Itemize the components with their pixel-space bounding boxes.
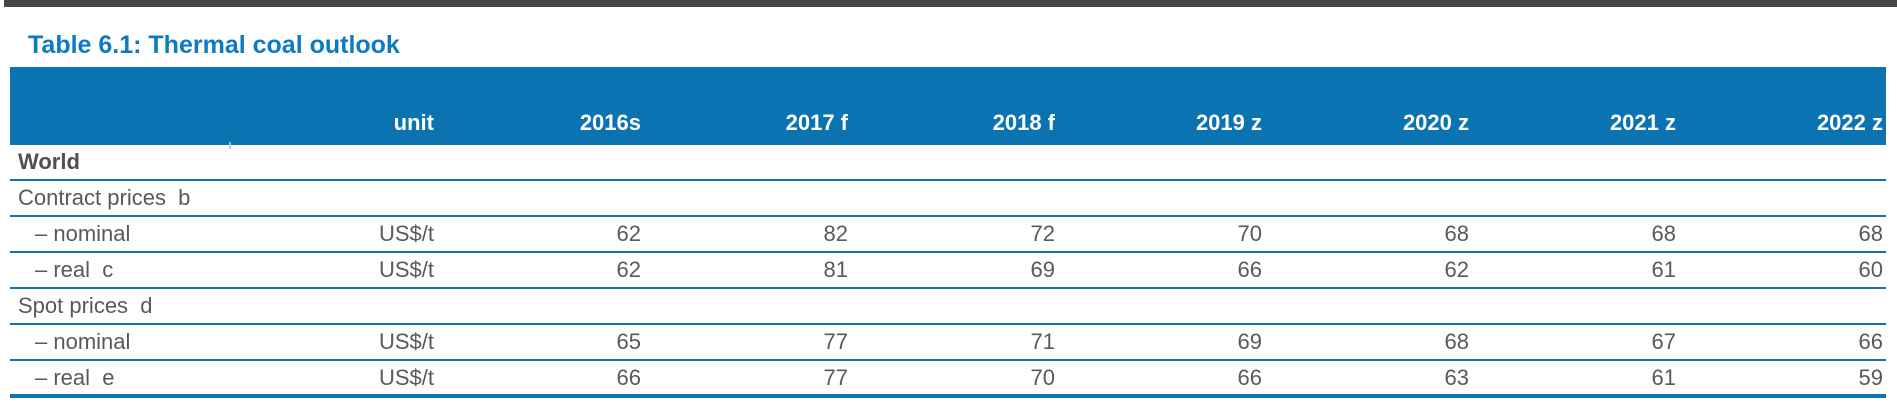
header-cell-2018f: 2018 f <box>992 110 1055 135</box>
table-row-spot-prices: Spot prices d <box>10 289 1886 325</box>
table-row-spot-nominal: – nominal US$/t 65 77 71 69 68 67 66 <box>10 325 1886 361</box>
value-cell: 65 <box>616 329 641 354</box>
value-cell: 61 <box>1651 257 1676 282</box>
unit-cell: US$/t <box>378 221 434 246</box>
value-cell: 71 <box>1030 329 1055 354</box>
value-cell: 62 <box>616 257 641 282</box>
value-cell: 68 <box>1858 221 1883 246</box>
table-row-contract-real: – real c US$/t 62 81 69 66 62 61 60 <box>10 253 1886 289</box>
value-cell: 62 <box>616 221 641 246</box>
value-cell: 66 <box>616 364 641 390</box>
unit-cell: US$/t <box>378 364 434 390</box>
column-tick <box>229 142 231 149</box>
value-cell: 62 <box>1444 257 1469 282</box>
value-cell: 69 <box>1030 257 1055 282</box>
header-cell-2016s: 2016s <box>579 110 641 135</box>
table-row-contract-prices: Contract prices b <box>10 181 1886 217</box>
value-cell: 70 <box>1237 221 1262 246</box>
page-title: Table 6.1: Thermal coal outlook <box>28 31 400 59</box>
row-label: – nominal <box>35 329 131 354</box>
value-cell: 66 <box>1237 364 1262 390</box>
value-cell: 67 <box>1651 329 1676 354</box>
value-cell: 70 <box>1030 364 1055 390</box>
header-cell-label <box>10 136 231 149</box>
row-label: – real c <box>35 257 114 282</box>
window-top-strip <box>4 0 1897 7</box>
value-cell: 68 <box>1444 221 1469 246</box>
table-row-contract-nominal: – nominal US$/t 62 82 72 70 68 68 68 <box>10 217 1886 253</box>
value-cell: 77 <box>823 329 848 354</box>
value-cell: 61 <box>1651 364 1676 390</box>
value-cell: 69 <box>1237 329 1262 354</box>
value-cell: 66 <box>1237 257 1262 282</box>
header-cell-unit: unit <box>393 110 434 135</box>
header-cell-2019z: 2019 z <box>1195 110 1262 135</box>
header-cell-2022z: 2022 z <box>1816 110 1883 135</box>
value-cell: 60 <box>1858 257 1883 282</box>
table-row-world: World <box>10 145 1886 181</box>
row-label: World <box>18 149 80 174</box>
value-cell: 68 <box>1651 221 1676 246</box>
row-label: Spot prices d <box>18 293 153 318</box>
row-label: Contract prices b <box>18 185 191 210</box>
value-cell: 72 <box>1030 221 1055 246</box>
unit-cell: US$/t <box>378 257 434 282</box>
table-row-spot-real: – real e US$/t 66 77 70 66 63 61 59 <box>10 361 1886 398</box>
value-cell: 81 <box>823 257 848 282</box>
row-label: – nominal <box>35 221 131 246</box>
value-cell: 68 <box>1444 329 1469 354</box>
value-cell: 66 <box>1858 329 1883 354</box>
unit-cell: US$/t <box>378 329 434 354</box>
table-header-row: unit 2016s 2017 f 2018 f 2019 z 2020 z 2… <box>10 67 1886 149</box>
value-cell: 77 <box>823 364 848 390</box>
value-cell: 63 <box>1444 364 1469 390</box>
value-cell: 59 <box>1858 364 1883 390</box>
header-cell-2020z: 2020 z <box>1402 110 1469 135</box>
header-cell-2017f: 2017 f <box>785 110 848 135</box>
value-cell: 82 <box>823 221 848 246</box>
header-cell-2021z: 2021 z <box>1609 110 1676 135</box>
row-label: – real e <box>35 364 115 390</box>
thermal-coal-table: unit 2016s 2017 f 2018 f 2019 z 2020 z 2… <box>10 67 1886 398</box>
